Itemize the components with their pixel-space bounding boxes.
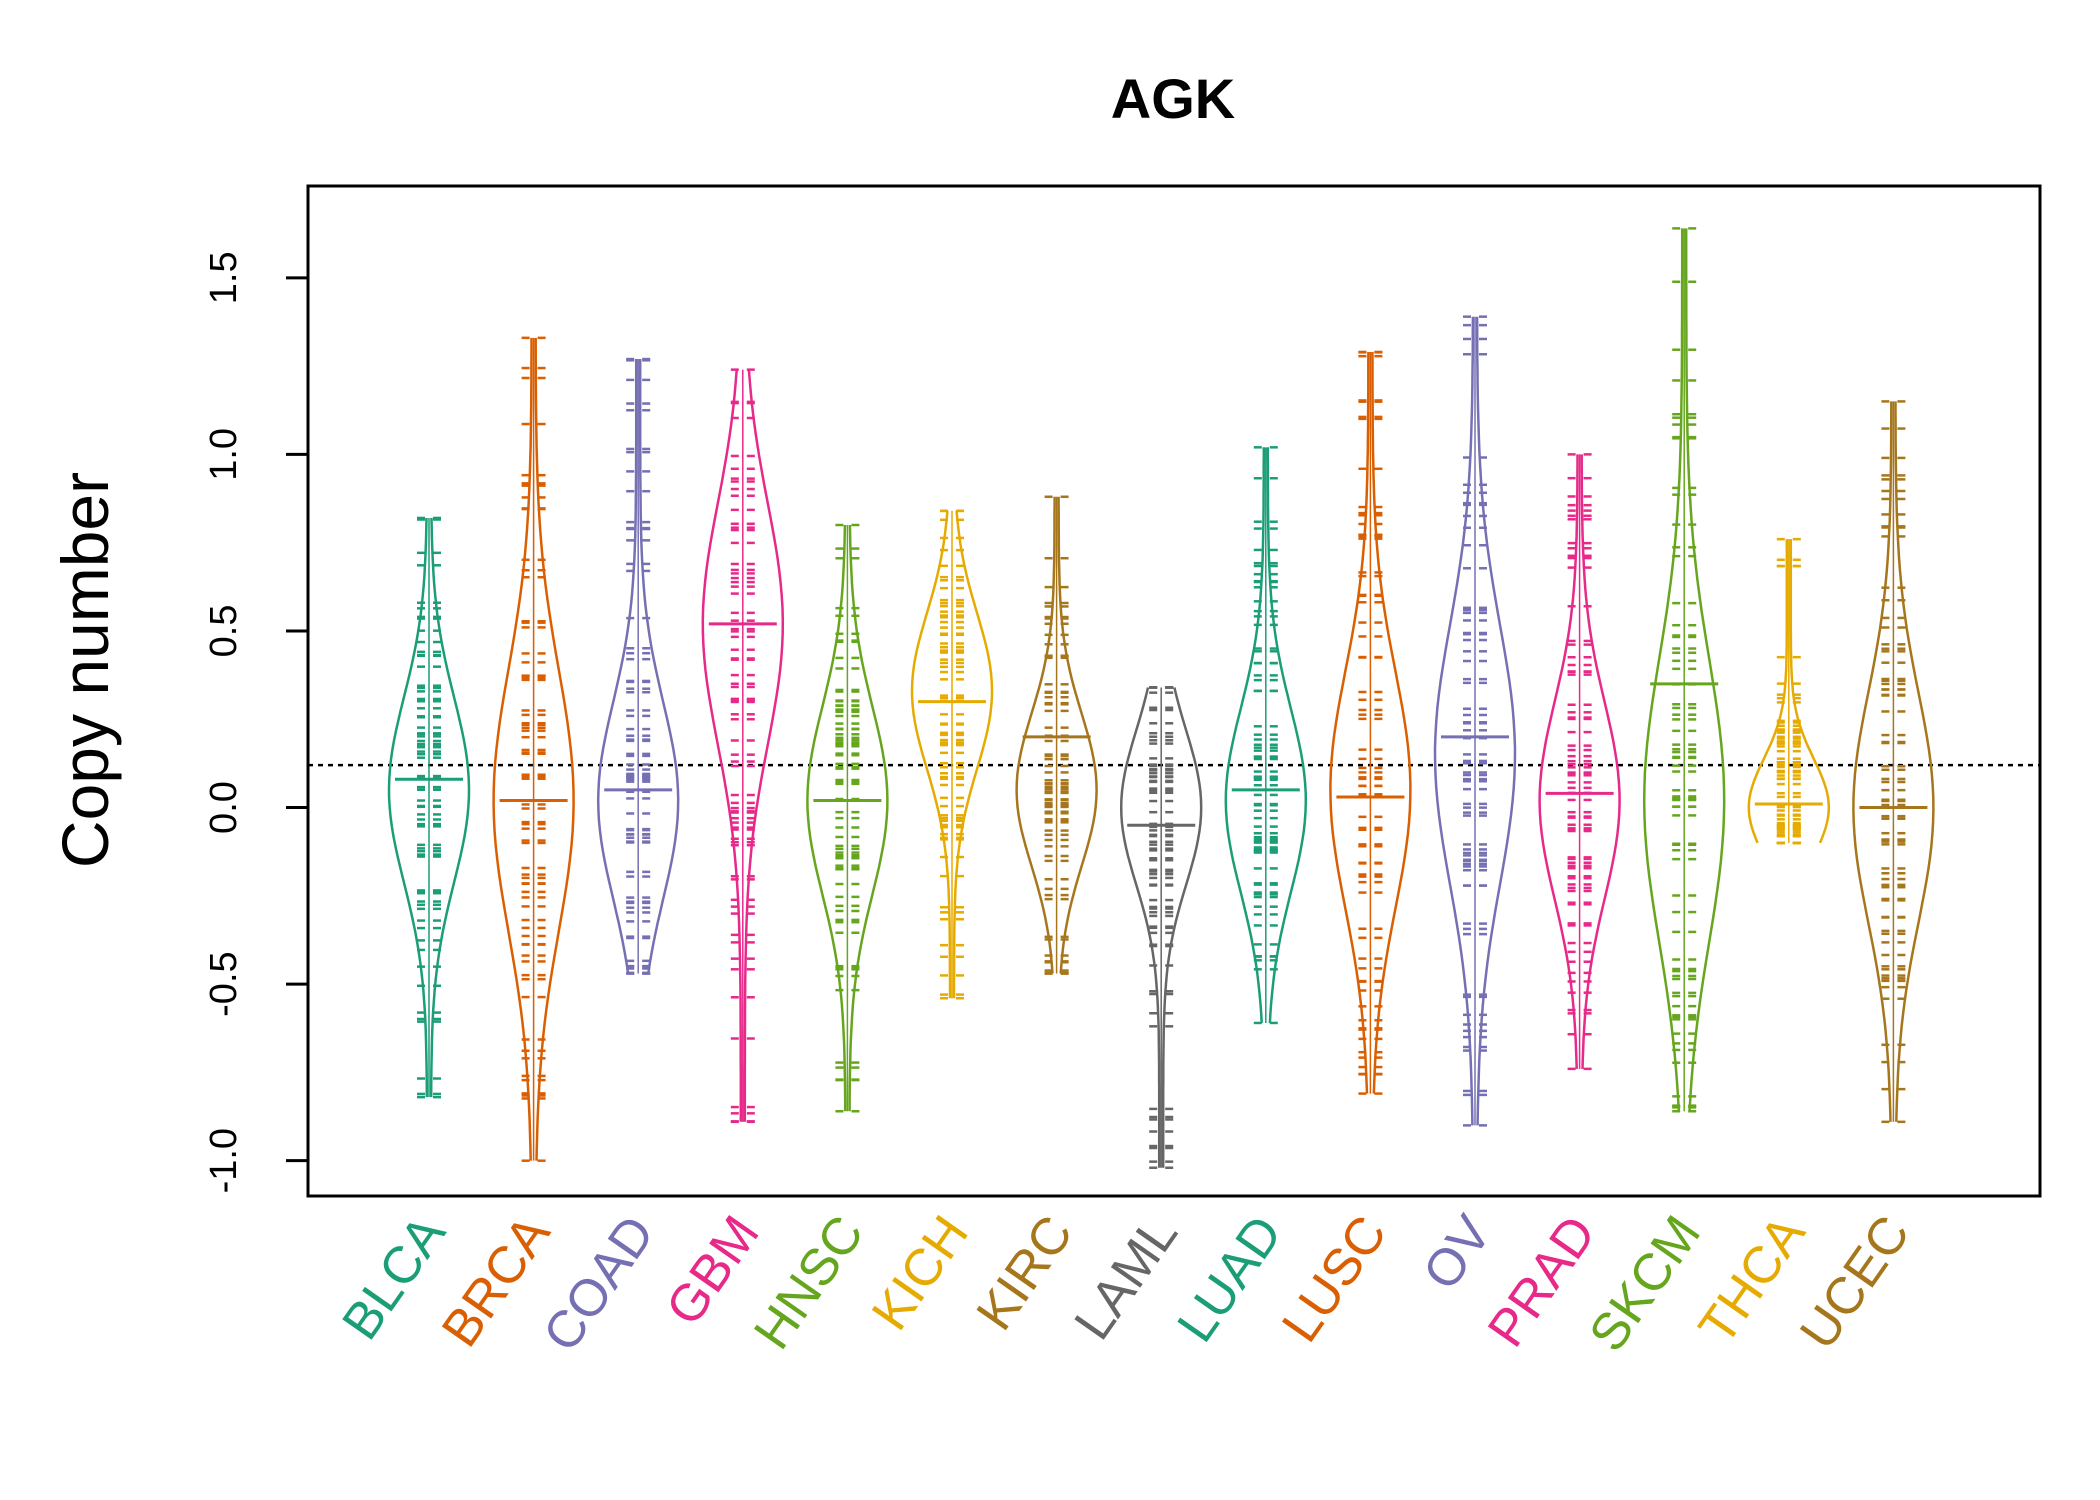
- y-tick-label: -0.5: [203, 951, 245, 1016]
- bean-outline-right: [1580, 454, 1621, 1069]
- bean-outline-left: [1747, 539, 1789, 844]
- bean-outline-right: [1475, 316, 1517, 1126]
- bean-ov: [1433, 315, 1517, 1127]
- bean-laml: [1119, 686, 1203, 1169]
- bean-gbm: [701, 368, 785, 1124]
- x-tick-label-kirc: KIRC: [966, 1206, 1085, 1341]
- bean-outline-right: [1161, 687, 1203, 1168]
- bean-outline-left: [1642, 228, 1684, 1112]
- bean-blca: [387, 516, 471, 1099]
- bean-outline-right: [1371, 351, 1412, 1094]
- bean-outline-left: [492, 337, 533, 1161]
- y-tick-label: 0.5: [203, 605, 245, 658]
- bean-outline-right: [1266, 447, 1308, 1024]
- y-tick-label: 0.0: [203, 781, 245, 834]
- bean-outline-left: [1538, 454, 1579, 1069]
- bean-outline-right: [952, 510, 994, 999]
- bean-ucec: [1852, 400, 1935, 1124]
- bean-kich: [910, 509, 994, 1000]
- bean-outline-right: [1789, 539, 1831, 844]
- bean-outline-left: [596, 359, 638, 974]
- x-tick-label-kich: KICH: [861, 1206, 980, 1341]
- x-tick-label-luad: LUAD: [1167, 1206, 1294, 1353]
- bean-kirc: [1015, 495, 1098, 975]
- x-tick-label-laml: LAML: [1064, 1206, 1189, 1351]
- bean-outline-left: [1015, 496, 1056, 974]
- bean-outline-left: [1852, 401, 1893, 1122]
- bean-thca: [1747, 537, 1831, 845]
- plot-area: [308, 227, 2040, 1169]
- bean-outline-left: [1329, 351, 1370, 1094]
- x-tick-label-coad: COAD: [532, 1206, 666, 1362]
- x-tick-label-lusc: LUSC: [1271, 1206, 1398, 1353]
- bean-outline-left: [387, 517, 429, 1098]
- bean-prad: [1538, 453, 1621, 1071]
- bean-outline-right: [638, 359, 680, 974]
- y-tick-label: 1.5: [203, 251, 245, 304]
- bean-outline-right: [1684, 228, 1726, 1112]
- bean-outline-right: [1894, 401, 1935, 1122]
- plot-frame: [306, 184, 2042, 1198]
- y-axis: -1.0 -0.5 0.0 0.5 1.0 1.5: [203, 251, 308, 1193]
- x-tick-label-skcm: SKCM: [1578, 1206, 1712, 1362]
- bean-outline-left: [1119, 687, 1161, 1168]
- bean-outline-right: [534, 337, 575, 1161]
- bean-outline-right: [429, 517, 471, 1098]
- x-tick-label-ov: OV: [1412, 1205, 1503, 1300]
- bean-outline-left: [701, 369, 743, 1122]
- bean-brca: [492, 336, 575, 1162]
- bean-luad: [1224, 446, 1308, 1025]
- bean-outline-left: [1224, 447, 1266, 1024]
- chart-title: AGK: [1111, 67, 1235, 130]
- bean-outline-right: [743, 369, 785, 1122]
- x-tick-label-ucec: UCEC: [1789, 1206, 1921, 1360]
- x-tick-label-hnsc: HNSC: [743, 1206, 875, 1360]
- bean-outline-left: [806, 524, 847, 1112]
- bean-coad: [596, 357, 680, 975]
- bean-outline-right: [1057, 496, 1098, 974]
- bean-outline-left: [1433, 316, 1475, 1126]
- y-tick-label: 1.0: [203, 428, 245, 481]
- bean-outline-right: [848, 524, 889, 1112]
- bean-lusc: [1329, 350, 1412, 1095]
- bean-outline-left: [910, 510, 952, 999]
- y-tick-label: -1.0: [203, 1128, 245, 1193]
- y-axis-label: Copy number: [48, 472, 122, 868]
- bean-skcm: [1642, 227, 1726, 1113]
- bean-hnsc: [806, 523, 889, 1113]
